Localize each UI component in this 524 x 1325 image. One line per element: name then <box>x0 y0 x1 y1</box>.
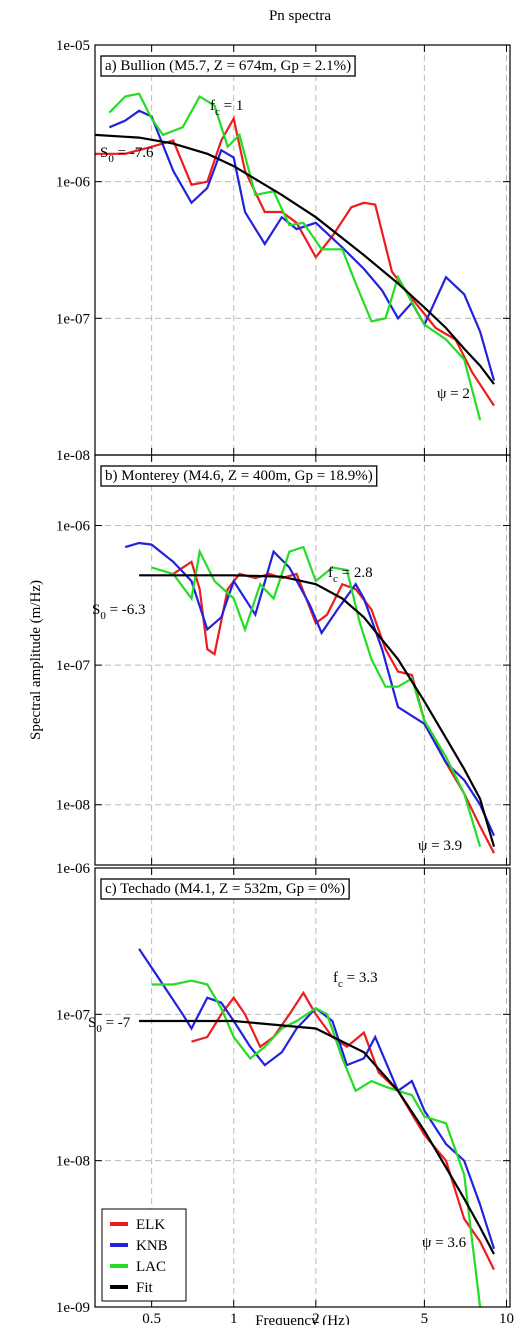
annotation-text: f <box>333 970 338 986</box>
annotation: S0 = -7.6 <box>100 145 154 165</box>
annotation-text: S <box>88 1015 96 1031</box>
annotation-sub: 0 <box>108 153 114 165</box>
annotation-sub: c <box>333 573 338 585</box>
y-tick-label: 1e-09 <box>56 1300 90 1316</box>
x-tick-label: 10 <box>499 1311 514 1325</box>
annotation: fc = 1 <box>210 98 243 118</box>
y-tick-label: 1e-07 <box>56 1007 91 1023</box>
y-tick-label: 1e-08 <box>56 1154 90 1170</box>
annotation-text: = -6.3 <box>106 602 146 618</box>
annotation: S0 = -6.3 <box>92 602 146 622</box>
series-line <box>151 979 482 1307</box>
annotation-text: ψ = 3.6 <box>422 1235 467 1251</box>
y-tick-label: 1e-07 <box>56 658 91 674</box>
series-line <box>108 109 496 381</box>
annotation-text: S <box>100 145 108 161</box>
annotation: fc = 3.3 <box>333 970 378 990</box>
legend-label: ELK <box>136 1217 165 1233</box>
y-tick-label: 1e-07 <box>56 311 91 327</box>
y-tick-label: 1e-06 <box>56 519 91 535</box>
legend-label: Fit <box>136 1280 154 1296</box>
x-tick-label: 2 <box>312 1311 320 1325</box>
x-axis-label: Frequency (Hz) <box>255 1313 350 1325</box>
annotation: ψ = 3.6 <box>422 1235 467 1251</box>
panel-label: c) Techado (M4.1, Z = 532m, Gp = 0%) <box>105 881 345 897</box>
y-tick-label: 1e-08 <box>56 798 90 814</box>
panel-label-box <box>100 465 378 487</box>
legend-label: LAC <box>136 1259 166 1275</box>
y-axis-label: Spectral amplitude (m/Hz) <box>28 580 44 740</box>
annotation-text: = 3.3 <box>343 970 378 986</box>
x-tick-label: 1 <box>230 1311 238 1325</box>
series-line <box>124 541 496 837</box>
annotation-text: = 1 <box>220 98 243 114</box>
panel-label-box <box>100 55 356 77</box>
annotation-sub: 0 <box>96 1023 102 1035</box>
annotation-text: = 2.8 <box>338 565 373 581</box>
plot-frame <box>94 454 511 866</box>
annotation-sub: 0 <box>100 610 106 622</box>
annotation-sub: c <box>338 978 343 990</box>
annotation-text: S <box>92 602 100 618</box>
series-line <box>151 545 482 848</box>
y-tick-label: 1e-06 <box>56 861 91 877</box>
annotation-text: ψ = 3.9 <box>418 838 462 854</box>
series-line <box>139 1019 495 1255</box>
annotation-text: = -7.6 <box>114 145 154 161</box>
plot-frame <box>94 867 511 1308</box>
series-line <box>95 115 495 407</box>
series-line <box>139 574 496 848</box>
y-tick-label: 1e-06 <box>56 175 91 191</box>
annotation-text: = -7 <box>102 1015 131 1031</box>
series-line <box>108 92 482 421</box>
series-line <box>172 560 495 854</box>
panel-label-box <box>100 878 350 900</box>
annotation-sub: c <box>215 106 220 118</box>
y-tick-label: 1e-08 <box>56 448 90 464</box>
panel-label: a) Bullion (M5.7, Z = 674m, Gp = 2.1%) <box>105 58 351 74</box>
annotation: S0 = -7 <box>88 1015 131 1035</box>
annotation-text: f <box>328 565 333 581</box>
series-line <box>191 990 495 1271</box>
annotation: ψ = 3.9 <box>418 838 462 854</box>
series-line <box>138 948 496 1250</box>
x-tick-label: 0.5 <box>142 1311 161 1325</box>
annotation-text: f <box>210 98 215 114</box>
annotation-text: ψ = 2 <box>437 386 470 402</box>
x-tick-label: 5 <box>421 1311 429 1325</box>
annotation: ψ = 2 <box>437 386 470 402</box>
figure-title: Pn spectra <box>269 8 331 24</box>
series-line <box>95 133 495 385</box>
y-tick-label: 1e-05 <box>56 38 90 54</box>
panel-label: b) Monterey (M4.6, Z = 400m, Gp = 18.9%) <box>105 468 373 484</box>
annotation: fc = 2.8 <box>328 565 373 585</box>
legend-label: KNB <box>136 1238 168 1254</box>
